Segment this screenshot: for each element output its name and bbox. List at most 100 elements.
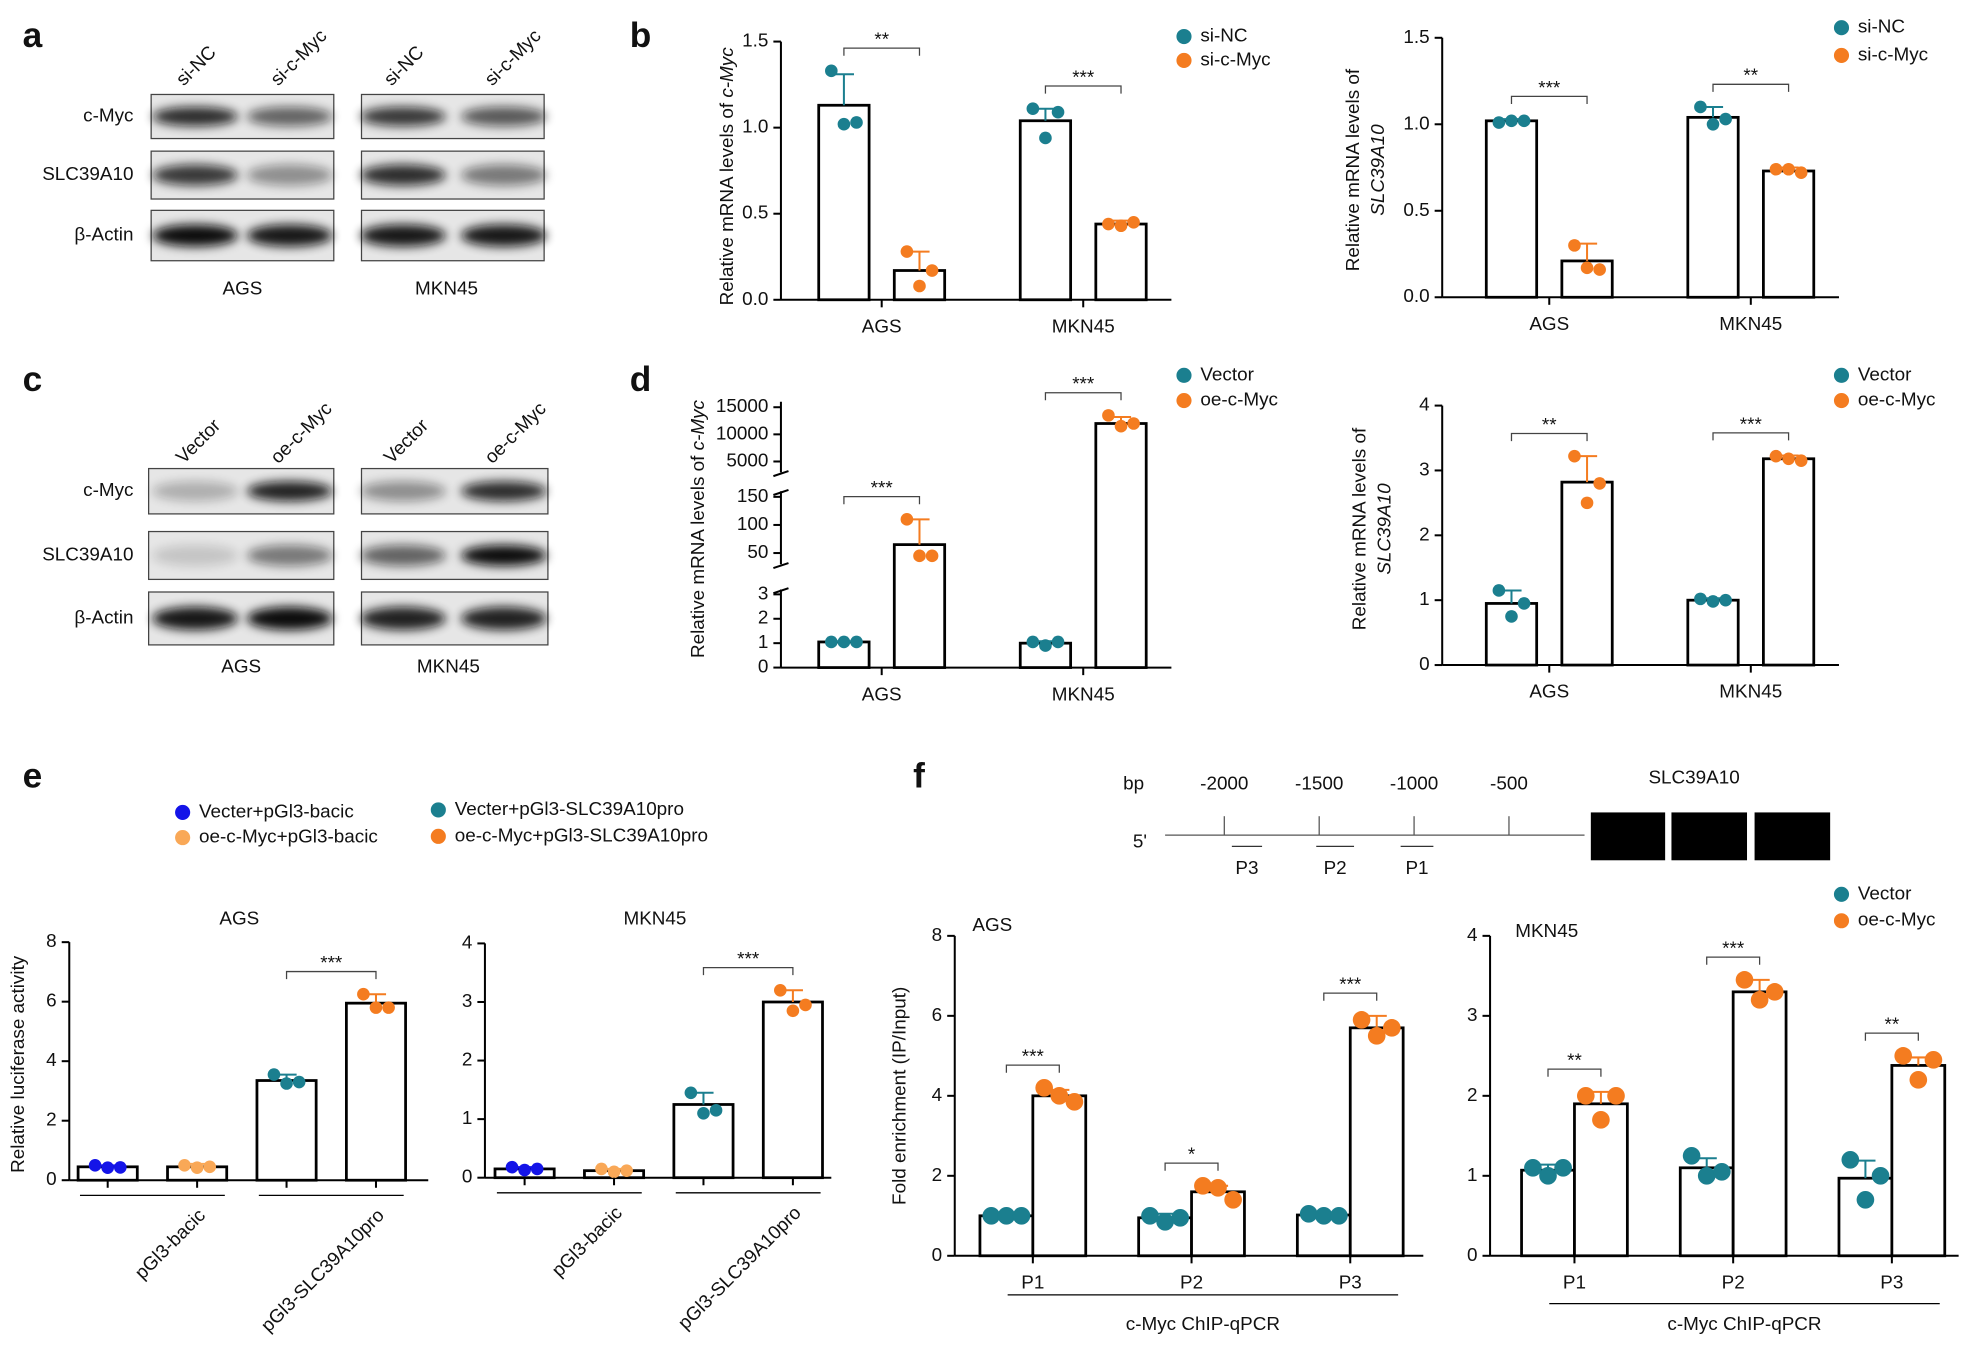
data-point (1794, 166, 1808, 180)
primer-label: P1 (1405, 858, 1428, 879)
data-point (1568, 239, 1581, 252)
y-tick-label: 100 (737, 514, 769, 535)
legend-marker (175, 830, 191, 846)
significance-label: *** (1722, 939, 1745, 960)
y-tick-label: 1 (758, 632, 769, 653)
significance-bracket (702, 966, 794, 976)
x-tick-label: MKN45 (1719, 314, 1782, 335)
data-point (997, 1206, 1016, 1225)
data-point (1492, 116, 1506, 129)
x-tick-label: MKN45 (1052, 684, 1115, 705)
y-tick-label: 1.0 (742, 117, 768, 138)
y-tick-label: 3 (462, 991, 473, 1012)
data-point (357, 987, 370, 1001)
bar (1890, 1064, 1947, 1258)
y-tick-label: 2 (758, 608, 769, 629)
data-point (1114, 219, 1128, 233)
legend-label: oe-c-Myc+pGl3-bacic (199, 827, 378, 848)
significance-bracket (1044, 392, 1122, 401)
data-point (1517, 597, 1531, 610)
y-tick-label: 0 (46, 1169, 56, 1190)
x-tick-label: AGS (862, 684, 902, 705)
y-axis-label-part: c-Myc (688, 399, 709, 450)
data-point (1706, 117, 1720, 131)
data-point (982, 1206, 1001, 1225)
data-point (1765, 983, 1784, 1001)
data-point (1580, 261, 1594, 275)
data-point (1039, 131, 1052, 145)
panel-letter: f (913, 757, 925, 796)
y-axis-label: SLC39A10 (1368, 124, 1389, 216)
y-tick-label: 10000 (716, 423, 769, 444)
primer-label: P3 (1235, 858, 1258, 879)
legend-marker (1833, 47, 1850, 63)
bar (1762, 457, 1816, 667)
y-tick-label: 1 (462, 1108, 473, 1129)
significance-bracket (1712, 83, 1790, 92)
legend-marker (430, 828, 446, 844)
promoter-unit: bp (1123, 774, 1144, 795)
gene-label: SLC39A10 (1648, 767, 1739, 788)
data-point (1782, 452, 1795, 466)
bar (344, 1001, 407, 1182)
blot-column-label: oe-c-Myc (267, 398, 337, 468)
significance-bracket (843, 47, 921, 56)
bar (1018, 119, 1073, 302)
data-point (382, 1001, 395, 1014)
data-point (1719, 593, 1732, 607)
y-tick-label: 5000 (726, 450, 768, 471)
blot-band (360, 224, 446, 247)
data-point (925, 549, 939, 563)
data-point (1706, 595, 1720, 608)
significance-bracket (1712, 432, 1790, 441)
bar (761, 1000, 824, 1180)
data-point (1750, 991, 1769, 1009)
legend-label: si-c-Myc (1858, 44, 1928, 65)
bar (1560, 480, 1614, 667)
significance-bracket (1864, 1032, 1919, 1041)
legend-label: oe-c-Myc (1200, 390, 1278, 411)
blot-band (461, 164, 547, 186)
y-tick-label: 2 (1419, 524, 1430, 545)
data-point (774, 983, 787, 997)
y-tick-label: 15000 (716, 396, 769, 417)
significance-label: ** (874, 30, 889, 51)
data-point (1719, 112, 1732, 126)
data-point (1794, 454, 1808, 468)
blot-band (152, 544, 239, 567)
blot-row-label: β-Actin (74, 607, 133, 628)
data-point (1592, 1111, 1610, 1129)
y-tick-label: 0.0 (742, 289, 768, 310)
data-point (595, 1162, 608, 1176)
blot-band (246, 164, 333, 186)
y-tick-label: 2 (462, 1050, 473, 1071)
blot-column-label: oe-c-Myc (481, 398, 551, 468)
x-tick-label: P1 (1021, 1272, 1044, 1293)
data-point (101, 1161, 114, 1175)
primer-label: P2 (1324, 858, 1347, 879)
y-tick-label: 3 (758, 583, 769, 604)
data-point (1026, 102, 1040, 116)
x-tick-label: AGS (862, 316, 902, 337)
legend-label: Vecter+pGl3-bacic (199, 801, 354, 822)
blot-cell-label: MKN45 (415, 279, 478, 300)
bar (1094, 222, 1148, 302)
chart-title: AGS (972, 915, 1012, 936)
data-point (1769, 162, 1783, 176)
y-tick-label: 4 (1467, 925, 1478, 946)
x-axis-label: c-Myc ChIP-qPCR (1667, 1314, 1821, 1335)
data-point (1735, 971, 1754, 989)
data-point (1697, 1166, 1716, 1185)
y-axis-label-part: Relative mRNA levels of (688, 450, 709, 658)
data-point (1580, 496, 1594, 510)
data-point (1367, 1027, 1386, 1045)
legend-marker (1833, 367, 1850, 383)
significance-bracket (1164, 1162, 1219, 1171)
data-point (1682, 1146, 1701, 1165)
y-axis-label: Relative mRNA levels of (1349, 427, 1370, 630)
data-point (1065, 1093, 1084, 1111)
data-point (1050, 1087, 1069, 1105)
bar (255, 1079, 318, 1182)
